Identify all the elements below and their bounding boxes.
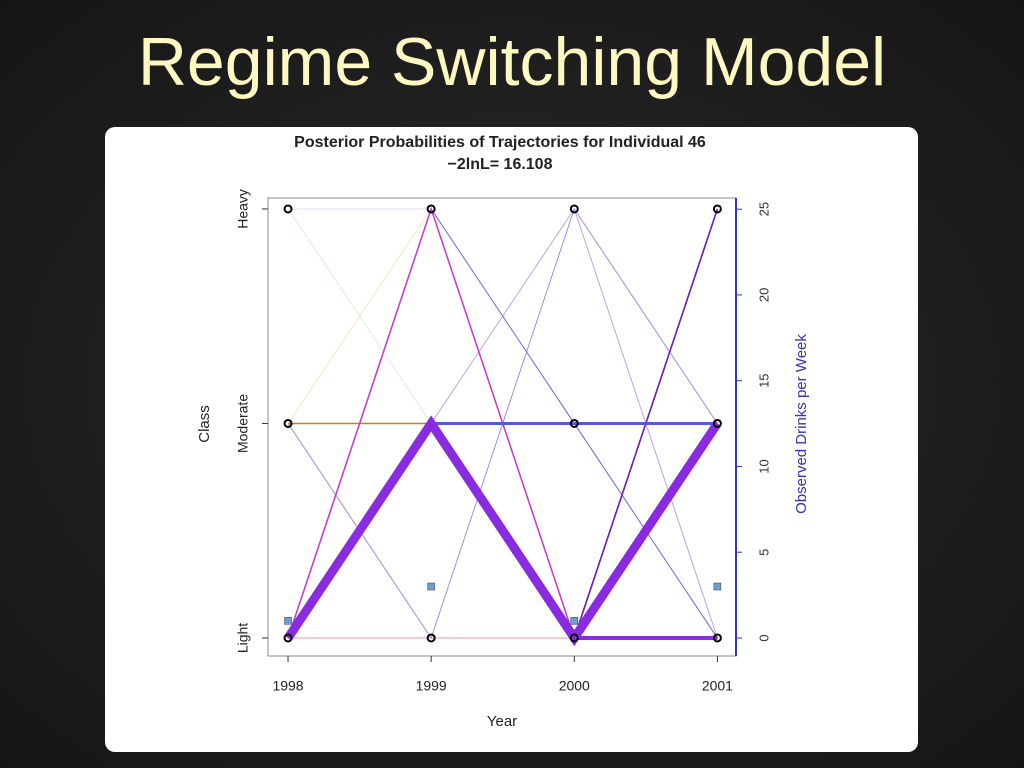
class-point bbox=[712, 204, 722, 214]
y-tick-label: Light bbox=[235, 623, 251, 653]
y-axis-title: Class bbox=[196, 405, 213, 443]
chart-title: Posterior Probabilities of Trajectories … bbox=[294, 134, 706, 151]
y-tick-label: Moderate bbox=[235, 394, 251, 453]
chart-panel bbox=[105, 127, 918, 752]
class-point bbox=[283, 633, 293, 643]
x-tick-label: 1999 bbox=[416, 678, 447, 694]
observed-point bbox=[713, 582, 722, 591]
y2-tick-label: 0 bbox=[756, 634, 771, 641]
class-point bbox=[712, 633, 722, 643]
class-point bbox=[283, 418, 293, 428]
slide-title: Regime Switching Model bbox=[137, 24, 887, 100]
x-tick-label: 1998 bbox=[272, 678, 303, 694]
x-tick-label: 2001 bbox=[702, 678, 733, 694]
class-point bbox=[426, 204, 436, 214]
observed-point bbox=[570, 617, 579, 625]
y2-tick-label: 20 bbox=[756, 288, 771, 302]
y2-tick-label: 15 bbox=[756, 373, 771, 387]
class-point bbox=[712, 418, 722, 428]
x-tick-label: 2000 bbox=[559, 678, 590, 694]
class-point bbox=[569, 418, 579, 428]
observed-point bbox=[284, 617, 292, 625]
y2-tick-label: 25 bbox=[756, 202, 771, 216]
y2-axis-title: Observed Drinks per Week bbox=[793, 334, 810, 514]
chart-subtitle: −2lnL= 16.108 bbox=[448, 156, 553, 173]
class-point bbox=[569, 204, 579, 214]
class-point bbox=[569, 633, 579, 643]
y2-tick-label: 5 bbox=[756, 549, 771, 556]
y-tick-label: Heavy bbox=[235, 189, 251, 229]
class-point bbox=[283, 204, 293, 214]
x-axis-title: Year bbox=[487, 713, 517, 730]
observed-point bbox=[427, 582, 435, 591]
class-point bbox=[426, 633, 436, 643]
y2-tick-label: 10 bbox=[756, 459, 771, 473]
trajectory-line bbox=[284, 415, 722, 647]
